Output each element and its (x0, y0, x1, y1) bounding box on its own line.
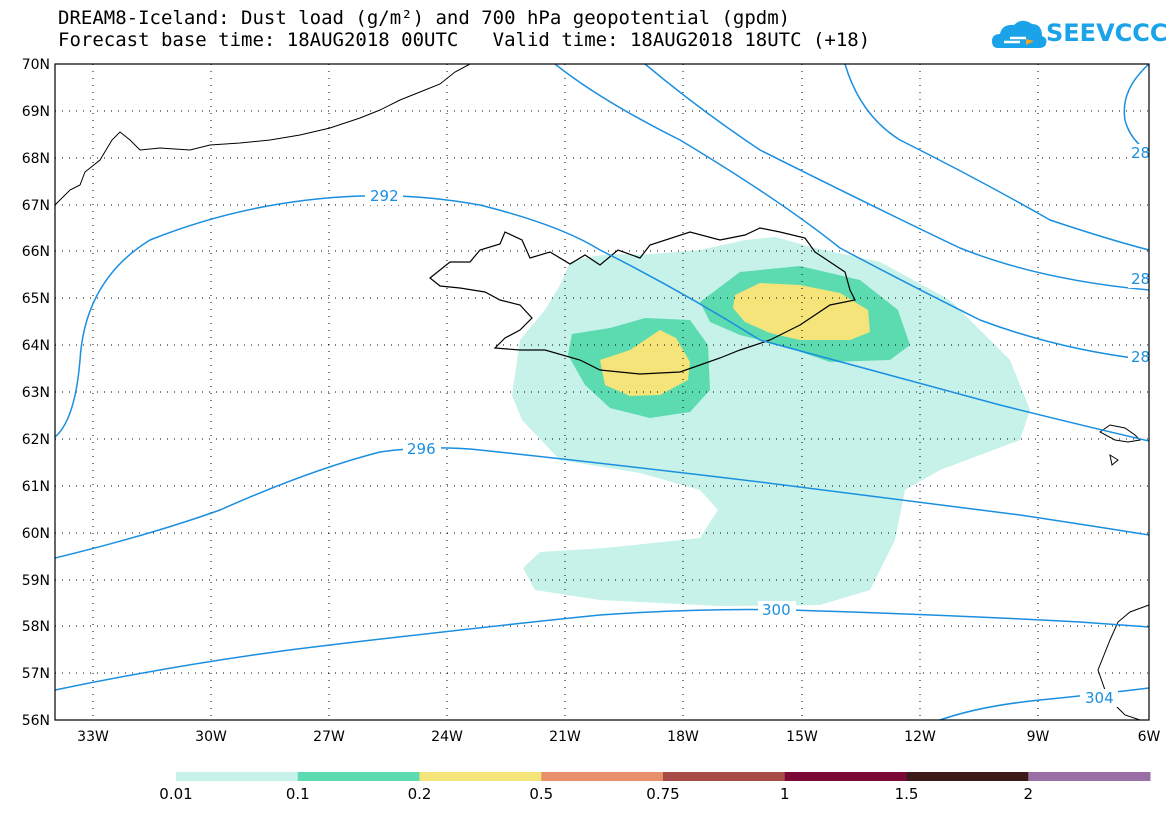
colorbar-swatch (906, 772, 1029, 781)
colorbar-label: 1.5 (894, 785, 919, 803)
longitude-labels: 33W 30W 27W 24W 21W 18W 15W 12W 9W 6W (77, 729, 1160, 745)
contour-292 (55, 194, 1149, 442)
map-frame (54, 63, 1150, 721)
lon-label: 9W (1027, 729, 1050, 745)
lat-label: 67N (22, 198, 50, 214)
contour-label-292: 292 (370, 187, 399, 205)
scotland-coastline (1097, 604, 1149, 720)
lon-label: 27W (313, 729, 345, 745)
lat-label: 68N (22, 151, 50, 167)
contour-label-300: 300 (762, 601, 791, 619)
lat-label: 65N (22, 291, 50, 307)
contour-288-d (554, 64, 1149, 361)
lon-label: 12W (904, 729, 936, 745)
colorbar-swatch (419, 772, 542, 781)
contour-label-296: 296 (407, 440, 436, 458)
contour-288-c (1123, 64, 1149, 153)
lat-label: 63N (22, 385, 50, 401)
colorbar-label: 2 (1023, 785, 1034, 803)
lon-label: 24W (431, 729, 463, 745)
lon-label: 30W (195, 729, 227, 745)
contour-label-288a: 28 (1131, 144, 1150, 162)
lon-label: 6W (1138, 729, 1161, 745)
lat-label: 60N (22, 526, 50, 542)
geopotential-contours (55, 64, 1149, 720)
lon-label: 18W (667, 729, 699, 745)
cloud-icon (992, 20, 1047, 48)
map-title-line2: Forecast base time: 18AUG2018 00UTC Vali… (58, 29, 871, 51)
colorbar-label: 0.01 (159, 785, 193, 803)
latitude-labels: 70N 69N 68N 67N 66N 65N 64N 63N 62N 61N … (22, 57, 50, 729)
map-grid (55, 64, 1149, 720)
colorbar-label: 0.2 (407, 785, 432, 803)
greenland-coastline (55, 64, 471, 206)
map-title-line1: DREAM8-Iceland: Dust load (g/m²) and 700… (58, 7, 791, 29)
lat-label: 57N (22, 666, 50, 682)
lat-label: 61N (22, 479, 50, 495)
dust-region-0.2-west (600, 330, 690, 396)
lat-label: 58N (22, 619, 50, 635)
iceland-coastline (429, 227, 856, 375)
colorbar-swatch (784, 772, 907, 781)
lon-label: 15W (786, 729, 818, 745)
contour-label-288b: 28 (1131, 270, 1150, 288)
faroe-islands (1099, 424, 1142, 466)
lat-label: 62N (22, 432, 50, 448)
lat-label: 66N (22, 244, 50, 260)
contour-304 (939, 687, 1149, 720)
lat-label: 70N (22, 57, 50, 73)
contour-288-b (844, 64, 1149, 251)
colorbar-swatch (1028, 772, 1151, 781)
contour-labels: 292 296 300 304 28 28 28 (365, 144, 1150, 707)
contour-label-288c: 28 (1131, 348, 1150, 366)
colorbar-swatch (663, 772, 786, 781)
dust-region-0.2-east (733, 283, 870, 340)
contour-label-304: 304 (1085, 689, 1114, 707)
colorbar-swatch (541, 772, 664, 781)
colorbar-label: 0.1 (285, 785, 310, 803)
lon-label: 21W (549, 729, 581, 745)
logo-text: SEEVCCC (1046, 19, 1168, 47)
lat-label: 69N (22, 104, 50, 120)
colorbar-swatch (297, 772, 420, 781)
lon-label: 33W (77, 729, 109, 745)
colorbar (176, 772, 1151, 781)
colorbar-label: 1 (779, 785, 790, 803)
lat-label: 64N (22, 338, 50, 354)
contour-288-a (644, 64, 1149, 291)
lat-label: 59N (22, 573, 50, 589)
lat-label: 56N (22, 713, 50, 729)
colorbar-swatch (176, 772, 299, 781)
colorbar-label: 0.75 (646, 785, 680, 803)
colorbar-label: 0.5 (529, 785, 554, 803)
contour-296 (55, 447, 1149, 559)
contour-300 (55, 608, 1149, 691)
